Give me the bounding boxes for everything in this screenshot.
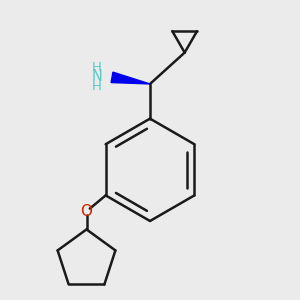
Text: H: H — [92, 80, 102, 93]
Text: N: N — [92, 69, 103, 84]
Text: O: O — [80, 204, 92, 219]
Polygon shape — [111, 72, 150, 84]
Text: H: H — [92, 61, 102, 74]
